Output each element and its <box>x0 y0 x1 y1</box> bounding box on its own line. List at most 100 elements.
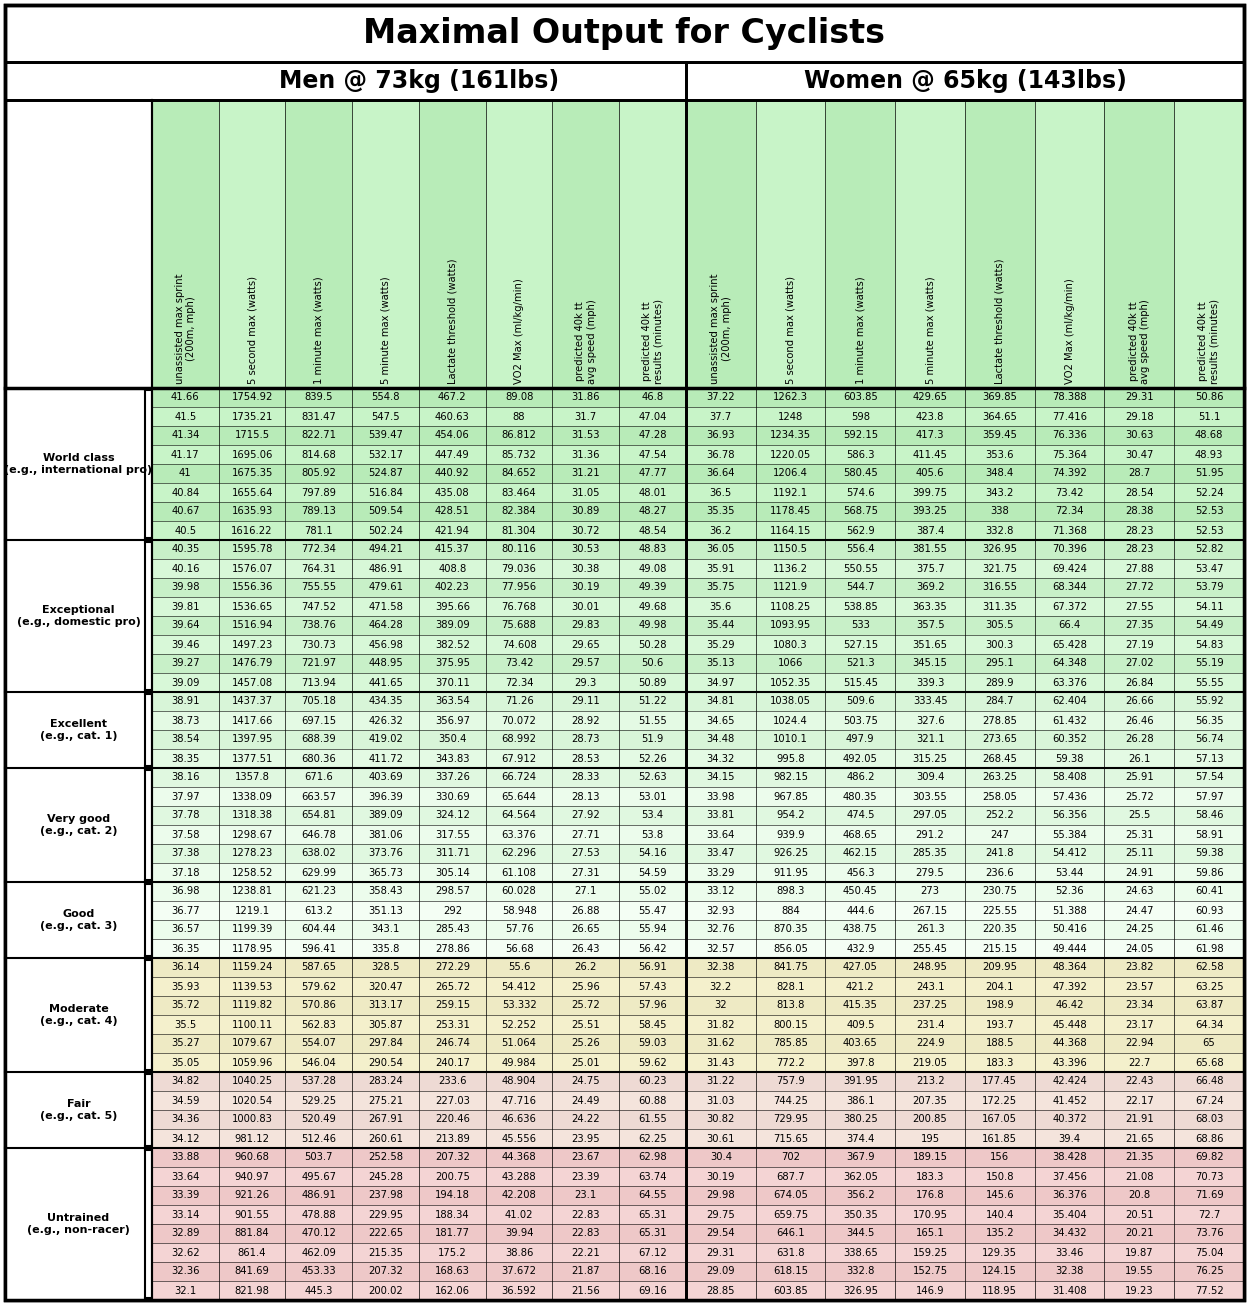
Bar <box>896 1224 965 1242</box>
Bar <box>1174 769 1244 787</box>
Text: 253.31: 253.31 <box>435 1019 470 1030</box>
Bar <box>1174 882 1244 900</box>
Bar <box>352 1015 418 1034</box>
Bar <box>418 1053 486 1071</box>
Text: 39.81: 39.81 <box>171 602 200 612</box>
Bar <box>620 596 686 616</box>
Text: 403.69: 403.69 <box>368 773 403 783</box>
Bar <box>552 540 620 559</box>
Text: 56.42: 56.42 <box>638 944 667 954</box>
Text: 387.4: 387.4 <box>916 526 944 535</box>
Text: 797.89: 797.89 <box>301 488 336 497</box>
Bar <box>152 654 219 673</box>
Text: 267.15: 267.15 <box>913 906 948 916</box>
Text: 303.55: 303.55 <box>913 792 948 801</box>
Bar <box>1034 882 1104 900</box>
Text: 1238.81: 1238.81 <box>231 886 272 897</box>
Text: 495.67: 495.67 <box>301 1172 336 1181</box>
Text: 22.21: 22.21 <box>572 1248 601 1258</box>
Text: 1556.36: 1556.36 <box>231 582 272 592</box>
Bar <box>686 1148 756 1167</box>
Bar <box>686 578 756 596</box>
Text: 411.72: 411.72 <box>368 753 403 763</box>
Bar <box>219 654 286 673</box>
Text: 204.1: 204.1 <box>985 981 1014 992</box>
Bar <box>686 596 756 616</box>
Text: 421.2: 421.2 <box>846 981 874 992</box>
Text: 47.77: 47.77 <box>638 468 667 479</box>
Text: 884: 884 <box>782 906 801 916</box>
Bar <box>756 1111 826 1129</box>
Text: 48.01: 48.01 <box>638 488 667 497</box>
Bar <box>352 1242 418 1262</box>
Bar <box>1034 958 1104 977</box>
Text: 512.46: 512.46 <box>301 1134 336 1143</box>
Text: 492.05: 492.05 <box>843 753 878 763</box>
Text: 79.036: 79.036 <box>502 564 537 573</box>
Text: 29.18: 29.18 <box>1125 411 1154 422</box>
Bar <box>418 1015 486 1034</box>
Text: 911.95: 911.95 <box>773 868 808 877</box>
Bar <box>1104 769 1174 787</box>
Text: 1248: 1248 <box>778 411 803 422</box>
Text: 967.85: 967.85 <box>773 792 808 801</box>
Text: 278.86: 278.86 <box>435 944 470 954</box>
Bar <box>1104 578 1174 596</box>
Bar <box>896 407 965 425</box>
Text: 30.53: 30.53 <box>572 544 600 555</box>
Bar <box>826 882 896 900</box>
Text: 24.63: 24.63 <box>1125 886 1154 897</box>
Text: 1298.67: 1298.67 <box>231 830 272 839</box>
Bar <box>1104 502 1174 521</box>
Text: 36.14: 36.14 <box>171 963 200 972</box>
Text: 1220.05: 1220.05 <box>769 449 812 459</box>
Bar <box>1034 940 1104 958</box>
Text: 37.456: 37.456 <box>1052 1172 1087 1181</box>
Text: 1338.09: 1338.09 <box>231 792 272 801</box>
Text: 747.52: 747.52 <box>301 602 336 612</box>
Text: 34.36: 34.36 <box>171 1114 200 1125</box>
Text: 1178.95: 1178.95 <box>231 944 272 954</box>
Text: 84.652: 84.652 <box>502 468 537 479</box>
Text: 58.948: 58.948 <box>502 906 537 916</box>
Bar <box>1034 1071 1104 1091</box>
Bar <box>756 825 826 844</box>
Bar <box>418 787 486 806</box>
Bar <box>965 1242 1034 1262</box>
Bar <box>1104 1071 1174 1091</box>
Text: 39.09: 39.09 <box>171 677 200 688</box>
Text: 30.4: 30.4 <box>709 1152 732 1163</box>
Text: 344.5: 344.5 <box>846 1228 874 1238</box>
Text: 34.81: 34.81 <box>707 697 736 706</box>
Bar <box>756 900 826 920</box>
Bar <box>756 1015 826 1034</box>
Text: 375.7: 375.7 <box>916 564 944 573</box>
Text: 60.93: 60.93 <box>1195 906 1223 916</box>
Text: 63.87: 63.87 <box>1195 1001 1223 1010</box>
Text: 654.81: 654.81 <box>301 810 336 821</box>
Bar <box>756 445 826 465</box>
Text: 36.57: 36.57 <box>171 924 200 934</box>
Text: 370.11: 370.11 <box>435 677 470 688</box>
Text: 36.5: 36.5 <box>709 488 732 497</box>
Bar <box>418 749 486 769</box>
Bar <box>965 825 1034 844</box>
Text: 28.53: 28.53 <box>572 753 600 763</box>
Text: 839.5: 839.5 <box>305 393 333 402</box>
Bar <box>620 559 686 578</box>
Bar <box>620 749 686 769</box>
Text: 75.04: 75.04 <box>1195 1248 1223 1258</box>
Bar <box>896 958 965 977</box>
Text: 350.4: 350.4 <box>438 735 467 744</box>
Text: 49.984: 49.984 <box>502 1057 537 1067</box>
Bar <box>219 578 286 596</box>
Bar <box>686 483 756 502</box>
Text: 1164.15: 1164.15 <box>769 526 812 535</box>
Bar <box>552 1242 620 1262</box>
Bar <box>219 1282 286 1300</box>
Text: 28.38: 28.38 <box>1125 506 1154 517</box>
Bar <box>1034 1111 1104 1129</box>
Text: 374.4: 374.4 <box>846 1134 874 1143</box>
Text: 23.1: 23.1 <box>575 1190 597 1201</box>
Bar <box>352 673 418 692</box>
